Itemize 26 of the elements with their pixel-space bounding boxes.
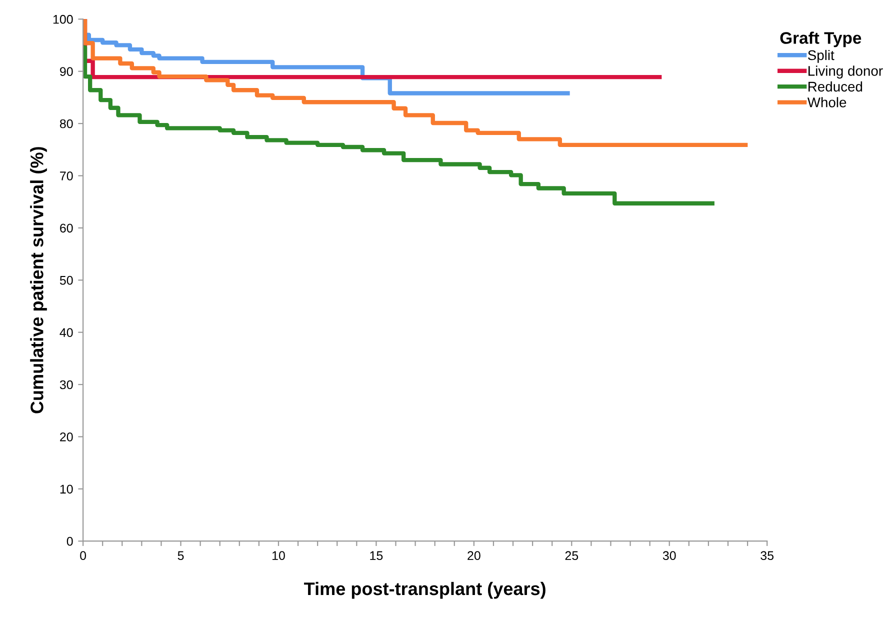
y-axis-title: Cumulative patient survival (%) [30, 147, 47, 414]
x-tick-label: 10 [272, 551, 285, 560]
y-tick-label: 90 [60, 67, 73, 76]
x-tick-label: 25 [565, 551, 578, 560]
y-tick-label: 0 [66, 536, 73, 546]
y-tick-label: 40 [60, 328, 73, 337]
x-tick-label: 20 [468, 551, 480, 560]
y-tick-label: 30 [60, 380, 73, 390]
legend-label: Whole [807, 97, 846, 108]
x-axis-title: Time post-transplant (years) [304, 582, 546, 599]
x-tick-label: 5 [178, 551, 184, 560]
legend-label: Reduced [808, 81, 862, 92]
legend-label: Split [808, 50, 834, 63]
x-tick-label: 35 [760, 551, 774, 560]
x-tick-label: 0 [80, 551, 86, 560]
x-tick-label: 15 [370, 551, 383, 560]
y-tick-label: 80 [60, 119, 73, 128]
legend-title: Graft Type [780, 32, 862, 48]
legend-label: Living donor [808, 66, 883, 79]
y-tick-label: 10 [60, 484, 73, 494]
y-tick-label: 100 [53, 14, 73, 24]
y-tick-label: 70 [60, 172, 73, 180]
y-tick-label: 20 [60, 432, 73, 442]
y-tick-label: 50 [60, 276, 73, 285]
y-tick-label: 60 [60, 224, 73, 233]
x-tick-label: 30 [662, 551, 676, 560]
